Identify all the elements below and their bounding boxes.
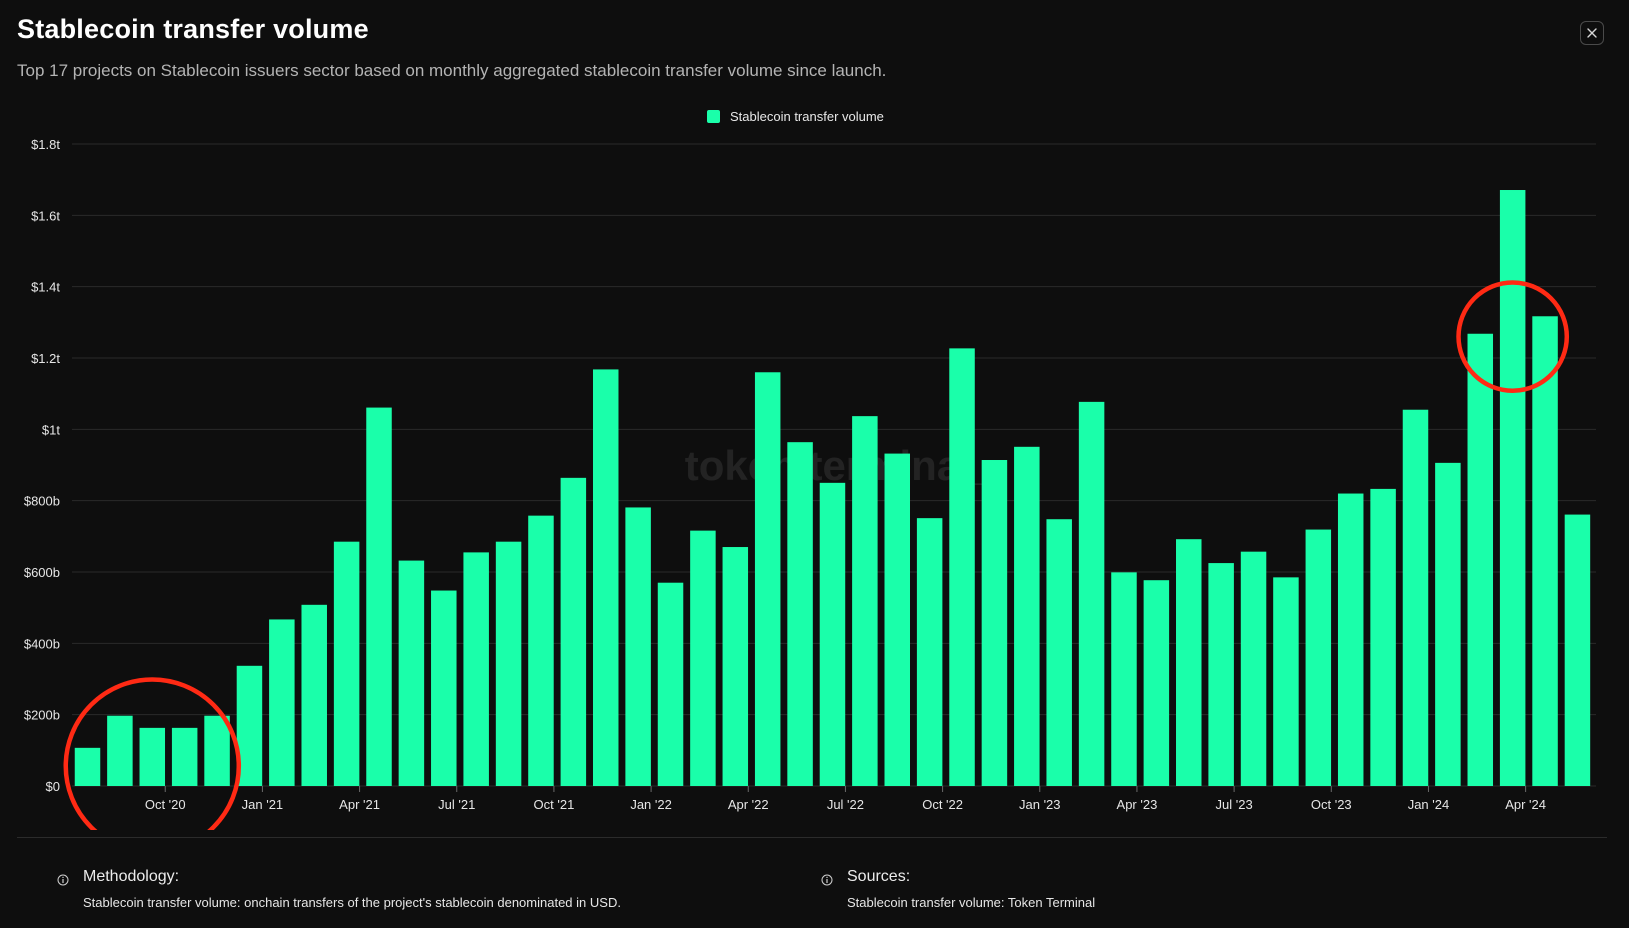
- bar[interactable]: [333, 541, 360, 786]
- bar[interactable]: [1305, 529, 1332, 786]
- bar[interactable]: [1014, 446, 1040, 786]
- bar[interactable]: [787, 442, 813, 786]
- y-axis-ticks: $0 $200b $400b $600b $800b $1t $1.2t $1.4t $1.6t…: [24, 137, 61, 794]
- bar[interactable]: [1273, 577, 1299, 786]
- x-tick-label: Oct '23: [1311, 797, 1352, 812]
- close-button[interactable]: [1580, 21, 1604, 45]
- close-icon: [1587, 28, 1597, 38]
- x-tick-label: Oct '21: [534, 797, 575, 812]
- y-tick-label: $1.8t: [31, 137, 60, 152]
- bar[interactable]: [1435, 462, 1461, 786]
- x-tick-label: Jan '21: [242, 797, 284, 812]
- y-tick-label: $1.4t: [31, 280, 60, 295]
- bar[interactable]: [657, 582, 684, 786]
- bar[interactable]: [916, 518, 943, 786]
- bar[interactable]: [1370, 488, 1396, 786]
- y-tick-label: $1.6t: [31, 208, 60, 223]
- x-tick-label: Jan '23: [1019, 797, 1061, 812]
- methodology-text: Stablecoin transfer volume: onchain tran…: [83, 895, 621, 910]
- x-tick-label: Jul '21: [438, 797, 475, 812]
- bar[interactable]: [625, 507, 651, 786]
- legend-swatch: [707, 110, 720, 123]
- sources-section: Sources: Stablecoin transfer volume: Tok…: [821, 868, 1096, 910]
- x-tick-label: Apr '22: [728, 797, 769, 812]
- bar[interactable]: [139, 727, 166, 786]
- x-tick-label: Jan '24: [1408, 797, 1450, 812]
- bar[interactable]: [1402, 409, 1429, 786]
- bar[interactable]: [981, 460, 1008, 786]
- bar[interactable]: [754, 372, 781, 786]
- x-tick-label: Oct '22: [922, 797, 963, 812]
- page-subtitle: Top 17 projects on Stablecoin issuers se…: [17, 61, 887, 80]
- annotation-circle: [63, 677, 242, 830]
- info-icon: [57, 874, 69, 886]
- sources-heading: Sources:: [847, 868, 911, 885]
- x-tick-label: Jan '22: [630, 797, 672, 812]
- bar[interactable]: [204, 715, 230, 786]
- y-tick-label: $1t: [42, 422, 60, 437]
- methodology-section: Methodology: Stablecoin transfer volume:…: [57, 868, 621, 910]
- x-tick-label: Apr '23: [1117, 797, 1158, 812]
- x-tick-label: Apr '21: [339, 797, 380, 812]
- bar[interactable]: [269, 619, 295, 786]
- bar[interactable]: [1208, 563, 1234, 786]
- bar[interactable]: [366, 407, 392, 786]
- bar[interactable]: [1564, 514, 1591, 786]
- bar-chart: $0 $200b $400b $600b $800b $1t $1.2t $1.4t $1.6t…: [24, 137, 1596, 830]
- bars: [74, 190, 1591, 786]
- bar[interactable]: [1337, 493, 1364, 786]
- bar[interactable]: [398, 560, 425, 786]
- bar[interactable]: [171, 727, 198, 786]
- y-tick-label: $200b: [24, 708, 60, 723]
- x-axis-ticks: Oct '20 Jan '21 Apr '21 Jul '21 Oct '21 Jan '…: [145, 786, 1546, 812]
- x-tick-label: Jul '23: [1216, 797, 1253, 812]
- bar[interactable]: [528, 515, 554, 786]
- y-tick-label: $1.2t: [31, 351, 60, 366]
- bar[interactable]: [1143, 580, 1170, 786]
- bar[interactable]: [1078, 401, 1105, 786]
- annotation-circle: [1456, 280, 1570, 393]
- y-tick-label: $0: [46, 779, 60, 794]
- bar[interactable]: [592, 369, 619, 786]
- bar[interactable]: [560, 477, 587, 786]
- watermark: token terminal_: [685, 442, 996, 489]
- chart-legend[interactable]: Stablecoin transfer volume: [707, 109, 884, 124]
- bar[interactable]: [1532, 316, 1558, 786]
- bar[interactable]: [431, 590, 457, 786]
- bar[interactable]: [1240, 551, 1267, 786]
- y-tick-label: $600b: [24, 565, 60, 580]
- page-title: Stablecoin transfer volume: [17, 14, 369, 44]
- y-tick-label: $400b: [24, 636, 60, 651]
- footer-divider: [17, 837, 1607, 838]
- y-tick-label: $800b: [24, 494, 60, 509]
- methodology-heading: Methodology:: [83, 868, 180, 885]
- bar[interactable]: [852, 416, 878, 786]
- info-icon: [821, 874, 833, 886]
- bar[interactable]: [463, 552, 489, 786]
- bar[interactable]: [74, 747, 101, 786]
- bar[interactable]: [722, 547, 749, 786]
- bar[interactable]: [1176, 539, 1202, 786]
- bar[interactable]: [107, 715, 133, 786]
- bar[interactable]: [690, 530, 716, 786]
- bar[interactable]: [819, 482, 846, 786]
- annotations: [63, 280, 1570, 830]
- bar[interactable]: [495, 541, 522, 786]
- x-tick-label: Apr '24: [1505, 797, 1546, 812]
- bar[interactable]: [1111, 572, 1137, 786]
- bar[interactable]: [1046, 519, 1072, 786]
- sources-text: Stablecoin transfer volume: Token Termin…: [847, 895, 1096, 910]
- bar[interactable]: [1499, 190, 1526, 786]
- bar[interactable]: [884, 453, 911, 786]
- x-tick-label: Oct '20: [145, 797, 186, 812]
- bar[interactable]: [1467, 333, 1494, 786]
- bar[interactable]: [301, 604, 327, 786]
- x-tick-label: Jul '22: [827, 797, 864, 812]
- bar[interactable]: [949, 348, 975, 786]
- legend-label: Stablecoin transfer volume: [730, 109, 884, 124]
